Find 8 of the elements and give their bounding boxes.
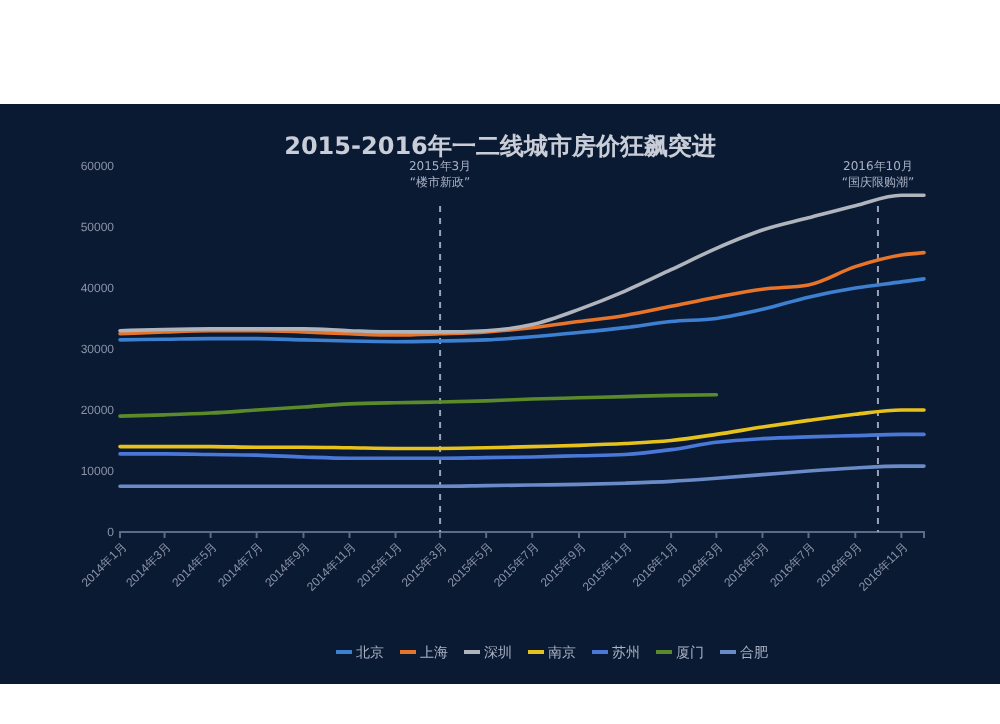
line-series bbox=[118, 250, 926, 337]
line-series bbox=[118, 408, 926, 451]
chart-title: 2015-2016年一二线城市房价狂飙突进 bbox=[284, 132, 716, 160]
line-series bbox=[118, 193, 926, 334]
line-series bbox=[118, 392, 719, 418]
line-series bbox=[118, 464, 926, 489]
line-series bbox=[118, 277, 926, 344]
line-series bbox=[118, 432, 926, 460]
